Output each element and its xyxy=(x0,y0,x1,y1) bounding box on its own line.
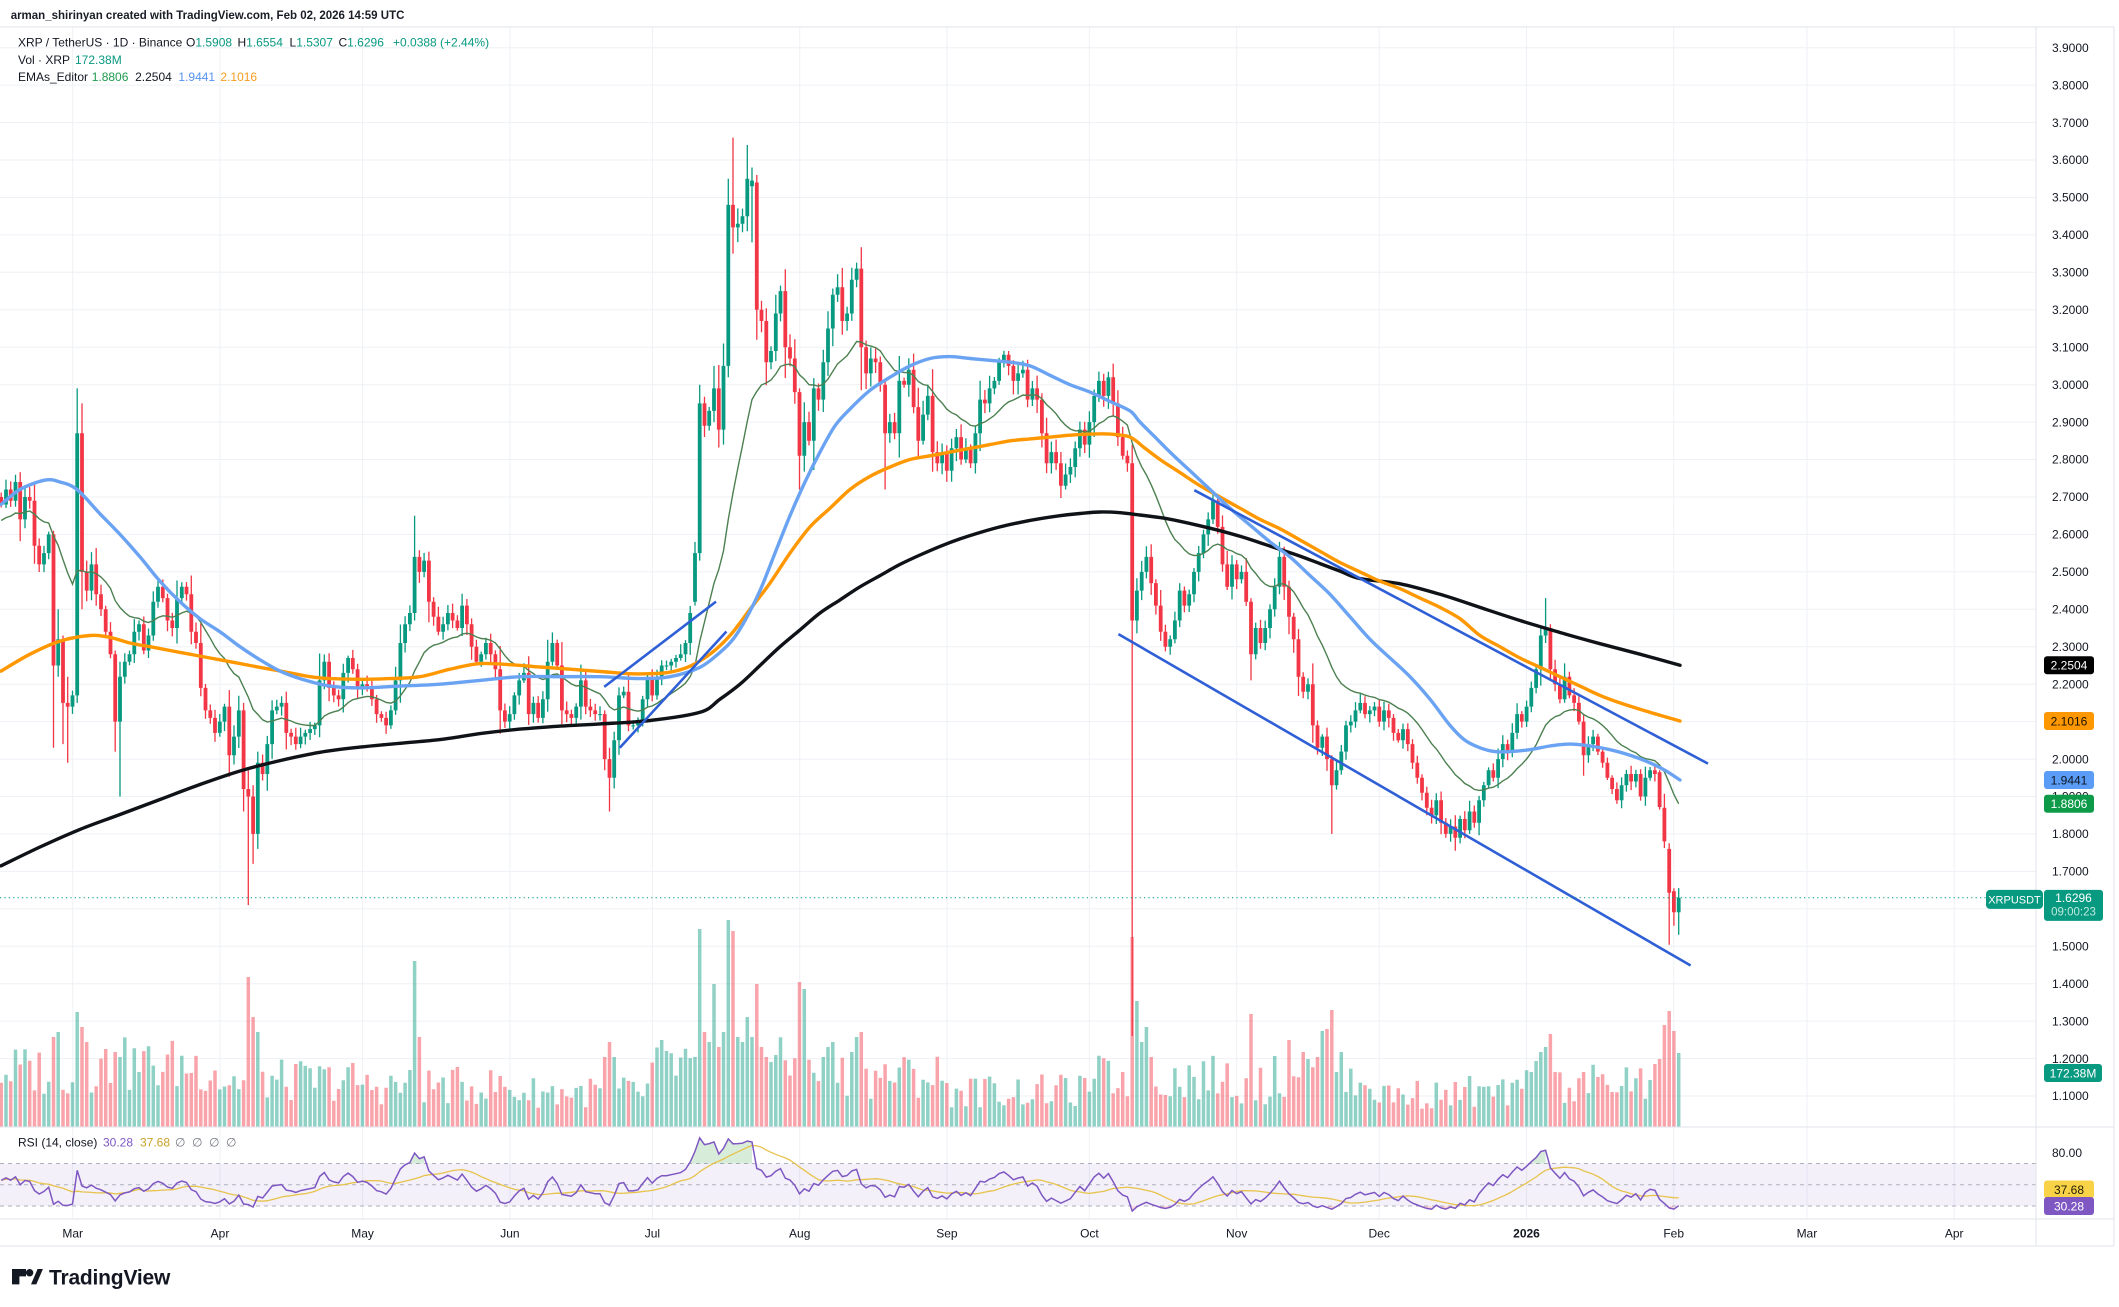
svg-text:1.9441: 1.9441 xyxy=(2051,773,2088,787)
svg-text:3.8000: 3.8000 xyxy=(2052,78,2089,92)
svg-text:80.00: 80.00 xyxy=(2052,1146,2082,1160)
svg-text:1.2000: 1.2000 xyxy=(2052,1052,2089,1066)
svg-text:3.5000: 3.5000 xyxy=(2052,191,2089,205)
svg-text:1.5000: 1.5000 xyxy=(2052,940,2089,954)
svg-text:1.6296: 1.6296 xyxy=(2055,891,2092,905)
svg-text:2.3000: 2.3000 xyxy=(2052,640,2089,654)
svg-text:1.4000: 1.4000 xyxy=(2052,977,2089,991)
svg-text:Aug: Aug xyxy=(789,1227,810,1241)
svg-text:Sep: Sep xyxy=(936,1227,958,1241)
svg-text:30.28: 30.28 xyxy=(2054,1199,2084,1213)
svg-text:XRPUSDT: XRPUSDT xyxy=(1988,894,2041,906)
svg-text:2.6000: 2.6000 xyxy=(2052,528,2089,542)
svg-text:3.0000: 3.0000 xyxy=(2052,378,2089,392)
svg-text:3.4000: 3.4000 xyxy=(2052,228,2089,242)
svg-text:Mar: Mar xyxy=(62,1227,83,1241)
svg-text:TradingView: TradingView xyxy=(49,1267,171,1290)
svg-text:Jun: Jun xyxy=(500,1227,519,1241)
svg-text:Apr: Apr xyxy=(211,1227,230,1241)
svg-text:2026: 2026 xyxy=(1513,1227,1540,1241)
svg-text:3.6000: 3.6000 xyxy=(2052,153,2089,167)
svg-text:3.7000: 3.7000 xyxy=(2052,116,2089,130)
svg-text:3.3000: 3.3000 xyxy=(2052,266,2089,280)
svg-text:arman_shirinyan created with T: arman_shirinyan created with TradingView… xyxy=(11,10,405,22)
svg-text:3.9000: 3.9000 xyxy=(2052,41,2089,55)
svg-text:1.7000: 1.7000 xyxy=(2052,865,2089,879)
svg-text:172.38M: 172.38M xyxy=(2050,1066,2097,1080)
svg-text:2.2000: 2.2000 xyxy=(2052,677,2089,691)
svg-text:Jul: Jul xyxy=(645,1227,660,1241)
svg-text:1.8806: 1.8806 xyxy=(2051,797,2088,811)
svg-text:May: May xyxy=(351,1227,374,1241)
svg-text:2.0000: 2.0000 xyxy=(2052,752,2089,766)
svg-text:09:00:23: 09:00:23 xyxy=(2051,907,2096,919)
svg-text:Feb: Feb xyxy=(1663,1227,1684,1241)
svg-text:2.1016: 2.1016 xyxy=(2051,714,2088,728)
svg-text:3.2000: 3.2000 xyxy=(2052,303,2089,317)
svg-text:2.5000: 2.5000 xyxy=(2052,565,2089,579)
svg-text:2.9000: 2.9000 xyxy=(2052,415,2089,429)
svg-text:37.68: 37.68 xyxy=(2054,1183,2084,1197)
svg-text:Mar: Mar xyxy=(1797,1227,1818,1241)
svg-text:2.4000: 2.4000 xyxy=(2052,603,2089,617)
svg-text:1.8000: 1.8000 xyxy=(2052,827,2089,841)
svg-text:2.2504: 2.2504 xyxy=(2051,659,2088,673)
svg-text:2.8000: 2.8000 xyxy=(2052,453,2089,467)
svg-text:1.3000: 1.3000 xyxy=(2052,1014,2089,1028)
svg-text:Nov: Nov xyxy=(1226,1227,1247,1241)
svg-text:Apr: Apr xyxy=(1945,1227,1964,1241)
svg-text:3.1000: 3.1000 xyxy=(2052,340,2089,354)
svg-text:1.1000: 1.1000 xyxy=(2052,1089,2089,1103)
svg-text:Oct: Oct xyxy=(1080,1227,1099,1241)
svg-text:2.7000: 2.7000 xyxy=(2052,490,2089,504)
svg-text:Dec: Dec xyxy=(1369,1227,1390,1241)
